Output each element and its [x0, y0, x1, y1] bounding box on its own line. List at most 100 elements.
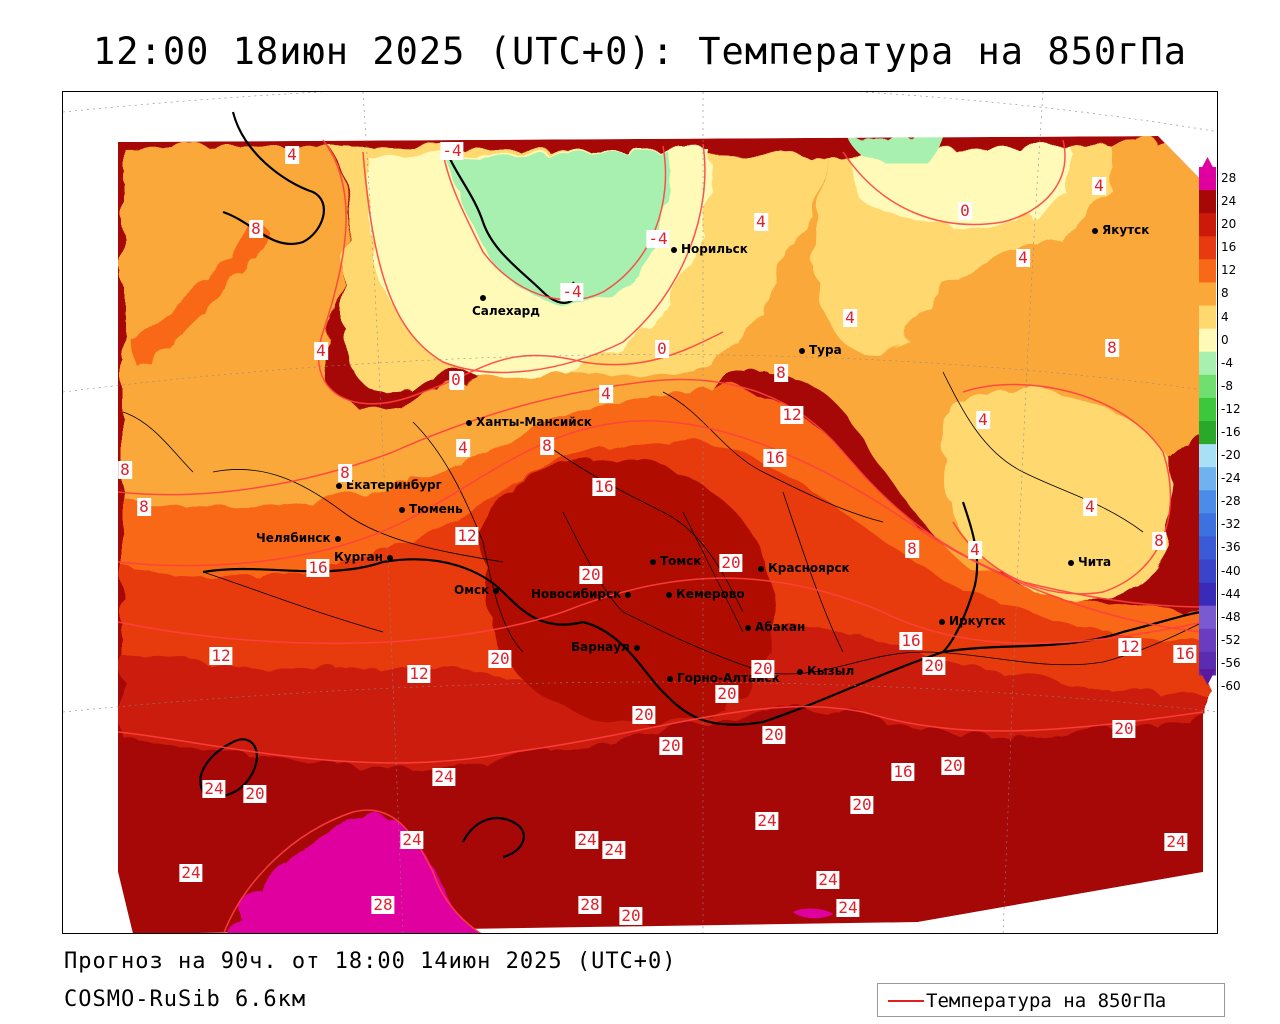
contour-label: 4	[968, 540, 982, 559]
contour-label: 8	[137, 497, 151, 516]
contour-label: 8	[774, 363, 788, 382]
color-scale-bar	[1199, 157, 1216, 685]
scale-swatch	[1199, 582, 1216, 607]
contour-label: 8	[540, 436, 554, 455]
contour-label: 20	[850, 795, 874, 814]
contour-label: 12	[1118, 637, 1142, 656]
scale-swatch	[1199, 374, 1216, 399]
city-krasnoyarsk: Красноярск	[758, 561, 850, 575]
contour-label: 12	[407, 664, 431, 683]
contour-label: 4	[285, 145, 299, 164]
city-norilsk: Норильск	[671, 242, 748, 256]
legend-line-swatch	[888, 1000, 924, 1002]
map-title: 12:00 18июн 2025 (UTC+0): Температура на…	[93, 30, 1187, 73]
scale-swatch	[1199, 628, 1216, 653]
band-0-east	[843, 140, 1065, 225]
city-tura: Тура	[799, 343, 842, 357]
contour-label: 4	[1092, 176, 1106, 195]
scale-tick-label: 8	[1221, 286, 1229, 301]
temperature-map: Норильск Якутск Салехард Тура Ханты-Манс…	[62, 91, 1218, 934]
city-khanty-mansiysk: Ханты-Мансийск	[466, 415, 592, 429]
scale-swatch	[1199, 190, 1216, 214]
contour-label: 8	[118, 460, 132, 479]
contour-label: 24	[432, 767, 456, 786]
city-barnaul: Барнаул	[571, 640, 644, 654]
legend-label: Температура на 850гПа	[926, 990, 1167, 1012]
city-chelyabinsk: Челябинск	[256, 531, 345, 545]
scale-tick-label: -12	[1221, 401, 1241, 416]
scale-tick-label: -24	[1221, 471, 1241, 486]
scale-tick-label: -60	[1221, 679, 1241, 693]
scale-swatch	[1199, 513, 1216, 537]
scale-tick-label: -20	[1221, 448, 1241, 463]
contour-label: 24	[575, 830, 599, 849]
contour-label: 4	[456, 438, 470, 457]
scale-swatch	[1199, 305, 1216, 330]
contour-label: 24	[400, 830, 424, 849]
scale-swatch	[1199, 167, 1216, 191]
scale-tick-label: -28	[1221, 494, 1241, 509]
scale-swatch	[1199, 444, 1216, 468]
city-kemerovo: Кемерово	[666, 587, 745, 601]
band-8-strip	[123, 221, 264, 362]
scale-tick-label: -48	[1221, 609, 1241, 624]
temperature-field	[63, 92, 1217, 933]
city-yekaterinburg: Екатеринбург	[336, 478, 442, 492]
city-salekhard-label: Салехард	[472, 304, 540, 318]
core-20	[478, 454, 769, 720]
scale-tick-label: -36	[1221, 540, 1241, 555]
city-kyzyl: Кызыл	[797, 664, 854, 678]
contour-label: -4	[440, 141, 464, 160]
scale-tick-label: 4	[1221, 309, 1229, 324]
scale-swatch	[1199, 236, 1216, 260]
contour-label: 16	[763, 448, 787, 467]
contour-label: 8	[249, 219, 263, 238]
contour-label: 20	[1112, 719, 1136, 738]
scale-swatch	[1199, 351, 1216, 376]
contour-label: 0	[449, 370, 463, 389]
contour-label: 16	[899, 631, 923, 650]
city-abakan: Абакан	[745, 620, 805, 634]
band-m4	[443, 146, 666, 300]
contour-label: 8	[338, 463, 352, 482]
scale-tick-label: 28	[1221, 171, 1237, 185]
scale-swatch	[1199, 397, 1216, 422]
scale-swatch	[1199, 259, 1216, 283]
contour-label: 16	[1173, 644, 1197, 663]
scale-tick-label: -56	[1221, 655, 1241, 670]
scale-tick-label: -4	[1221, 355, 1233, 370]
country-borders	[199, 111, 1204, 859]
contour-label: 16	[306, 558, 330, 577]
band-12	[118, 379, 1203, 637]
scale-tick-label: -8	[1221, 378, 1233, 393]
scale-bottom-arrow	[1199, 669, 1216, 685]
contour-label: 20	[922, 656, 946, 675]
contour-label: 0	[655, 339, 669, 358]
city-tomsk: Томск	[650, 554, 702, 568]
contour-label: 16	[592, 477, 616, 496]
city-salekhard	[480, 290, 490, 304]
scale-tick-label: 0	[1221, 332, 1229, 347]
contour-label: 0	[958, 201, 972, 220]
scale-swatch	[1199, 328, 1216, 353]
scale-tick-label: -32	[1221, 517, 1241, 532]
contour-label: 20	[659, 736, 683, 755]
scale-tick-label: 20	[1221, 217, 1237, 232]
contour-label: 20	[579, 565, 603, 584]
contour-label: 24	[755, 811, 779, 830]
contour-label: 28	[578, 895, 602, 914]
isotherm-lines	[117, 139, 1204, 933]
contour-label: 24	[1164, 832, 1188, 851]
contour-label: 20	[751, 659, 775, 678]
scale-tick-label: -40	[1221, 563, 1241, 578]
scale-swatch	[1199, 282, 1216, 307]
contour-label: 4	[843, 308, 857, 327]
forecast-info: Прогноз на 90ч. от 18:00 14июн 2025 (UTC…	[64, 949, 677, 974]
contour-label: 20	[243, 784, 267, 803]
contour-label: 12	[455, 526, 479, 545]
contour-label: 20	[941, 756, 965, 775]
contour-label: 24	[202, 779, 226, 798]
band-4-baikal	[939, 384, 1171, 594]
band-28b	[793, 908, 833, 919]
contour-label: 12	[780, 405, 804, 424]
